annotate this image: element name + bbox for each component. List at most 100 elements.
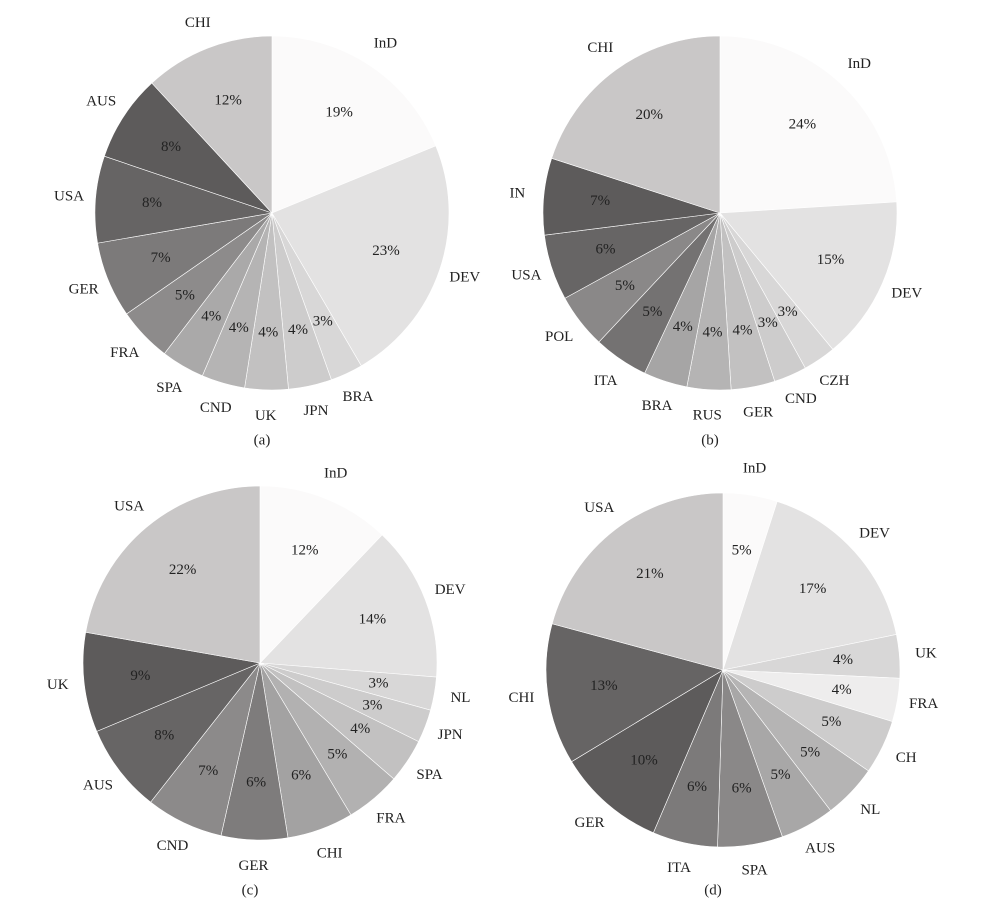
slice-name-label: DEV (435, 582, 466, 598)
slice-name-label: FRA (110, 345, 139, 361)
pie-slice (551, 492, 724, 671)
slice-percent-label: 12% (214, 92, 242, 108)
slice-name-label: ITA (667, 860, 691, 876)
pie-slice (96, 662, 261, 803)
slice-name-label: NL (860, 802, 880, 818)
slice-percent-label: 5% (770, 767, 790, 783)
slice-name-label: USA (584, 500, 614, 516)
slice-percent-label: 4% (702, 325, 722, 341)
slice-name-label: IN (509, 185, 525, 201)
slice-percent-label: 17% (799, 581, 827, 597)
slice-percent-label: 20% (636, 107, 664, 123)
slice-name-label: RUS (693, 408, 722, 424)
chart-caption: (a) (254, 432, 271, 448)
slice-name-label: DEV (859, 526, 890, 542)
slice-percent-label: 7% (198, 763, 218, 779)
chart-caption: (c) (242, 882, 259, 898)
pie-slice (571, 669, 724, 834)
slice-name-label: BRA (342, 389, 373, 405)
slice-percent-label: 6% (596, 242, 616, 258)
slice-name-label: CHI (317, 846, 343, 862)
pie-slice (719, 201, 898, 350)
pie-slice (151, 35, 273, 214)
slice-percent-label: 4% (258, 325, 278, 341)
slice-percent-label: 3% (778, 304, 798, 320)
slice-name-label: USA (511, 267, 541, 283)
chart-caption: (b) (701, 432, 719, 448)
slice-percent-label: 6% (687, 779, 707, 795)
pie-slice (85, 485, 261, 664)
slice-percent-label: 8% (161, 139, 181, 155)
slice-percent-label: 19% (325, 104, 353, 120)
slice-name-label: CH (896, 750, 917, 766)
slice-name-label: JPN (303, 403, 328, 419)
slice-percent-label: 5% (327, 747, 347, 763)
pie-slice (551, 35, 721, 214)
slice-name-label: POL (545, 329, 573, 345)
pie-slice (271, 35, 437, 214)
slice-name-label: GER (239, 858, 269, 874)
slice-percent-label: 4% (832, 682, 852, 698)
slice-percent-label: 4% (229, 320, 249, 336)
pie-slice (722, 501, 897, 671)
slice-percent-label: 4% (350, 721, 370, 737)
slice-percent-label: 22% (169, 562, 197, 578)
slice-percent-label: 5% (175, 288, 195, 304)
slice-name-label: UK (915, 646, 937, 662)
slice-name-label: SPA (156, 380, 182, 396)
pie-slice (271, 145, 450, 367)
slice-percent-label: 4% (288, 322, 308, 338)
slice-name-label: CND (157, 838, 189, 854)
slice-percent-label: 9% (130, 668, 150, 684)
slice-name-label: InD (848, 56, 871, 72)
slice-name-label: UK (255, 408, 277, 424)
slice-percent-label: 23% (372, 243, 400, 259)
pie-slice (259, 485, 383, 664)
slice-percent-label: 8% (142, 195, 162, 211)
slice-percent-label: 4% (673, 319, 693, 335)
slice-percent-label: 5% (732, 543, 752, 559)
pie-slice (719, 35, 897, 214)
slice-percent-label: 3% (313, 314, 333, 330)
slice-name-label: JPN (438, 727, 463, 743)
slice-name-label: CND (785, 391, 817, 407)
slice-name-label: GER (69, 282, 99, 298)
slice-percent-label: 7% (151, 250, 171, 266)
slice-percent-label: 3% (362, 697, 382, 713)
slice-percent-label: 4% (833, 652, 853, 668)
slice-name-label: FRA (376, 810, 405, 826)
pie-slice (259, 534, 438, 678)
slice-percent-label: 3% (369, 675, 389, 691)
slice-name-label: UK (47, 677, 69, 693)
slice-percent-label: 12% (291, 543, 319, 559)
slice-percent-label: 14% (359, 611, 387, 627)
slice-name-label: GER (743, 404, 773, 420)
slice-name-label: CND (200, 400, 232, 416)
slice-name-label: GER (574, 815, 604, 831)
slice-name-label: SPA (741, 863, 767, 879)
slice-name-label: DEV (891, 285, 922, 301)
slice-percent-label: 7% (590, 193, 610, 209)
slice-name-label: SPA (416, 767, 442, 783)
slice-name-label: ITA (594, 373, 618, 389)
slice-percent-label: 21% (636, 566, 664, 582)
slice-name-label: NL (450, 690, 470, 706)
slice-percent-label: 8% (154, 727, 174, 743)
slice-percent-label: 5% (821, 714, 841, 730)
slice-name-label: CHI (185, 15, 211, 31)
slice-name-label: CHI (509, 690, 535, 706)
slice-percent-label: 6% (291, 768, 311, 784)
slice-name-label: InD (324, 465, 347, 481)
slice-name-label: CZH (819, 373, 849, 389)
slice-name-label: AUS (86, 94, 116, 110)
slice-percent-label: 5% (615, 278, 635, 294)
slice-percent-label: 3% (758, 315, 778, 331)
slice-percent-label: 4% (733, 323, 753, 339)
slice-name-label: BRA (642, 398, 673, 414)
slice-percent-label: 5% (642, 304, 662, 320)
slice-percent-label: 6% (246, 775, 266, 791)
slice-name-label: DEV (449, 270, 480, 286)
slice-name-label: AUS (83, 778, 113, 794)
slice-percent-label: 13% (590, 678, 618, 694)
